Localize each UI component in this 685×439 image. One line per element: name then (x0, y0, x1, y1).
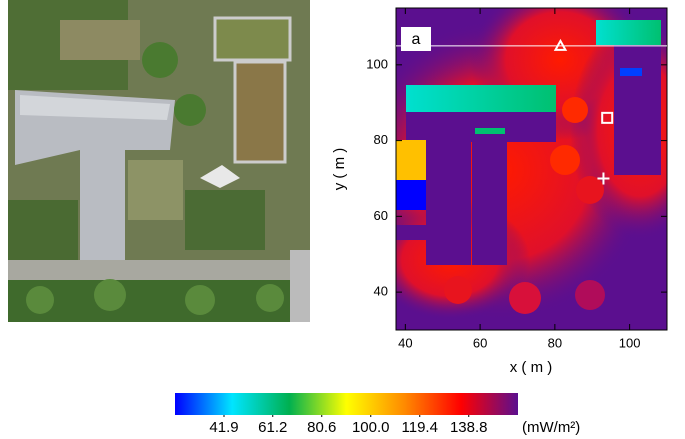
x-tick-label: 80 (548, 335, 562, 350)
y-axis-label: y ( m ) (331, 148, 348, 191)
x-tick-label: 60 (473, 335, 487, 350)
y-tick-label: 100 (366, 56, 388, 71)
colorbar-tick-label: 100.0 (352, 419, 390, 436)
colorbar-tick-label: 61.2 (258, 419, 287, 436)
colorbar (175, 393, 518, 415)
y-tick-label: 60 (374, 208, 388, 223)
heatmap-field (350, 0, 685, 330)
x-tick-label: 100 (619, 335, 641, 350)
x-tick-label: 40 (398, 335, 412, 350)
y-tick-label: 80 (374, 132, 388, 147)
colorbar-unit: (mW/m²) (522, 419, 580, 436)
colorbar-tick-label: 41.9 (209, 419, 238, 436)
figure: a x ( m ) y ( m ) (mW/m²) 40608010040608… (0, 0, 685, 439)
x-axis-label: x ( m ) (510, 359, 553, 376)
colorbar-tick-label: 80.6 (307, 419, 336, 436)
colorbar-tick-label: 138.8 (450, 419, 488, 436)
page: {"chart_data": { "type": "heatmap", "pan… (0, 0, 685, 439)
colorbar-tick-label: 119.4 (402, 419, 438, 436)
aerial-photo (8, 0, 310, 322)
y-tick-label: 40 (374, 284, 388, 299)
